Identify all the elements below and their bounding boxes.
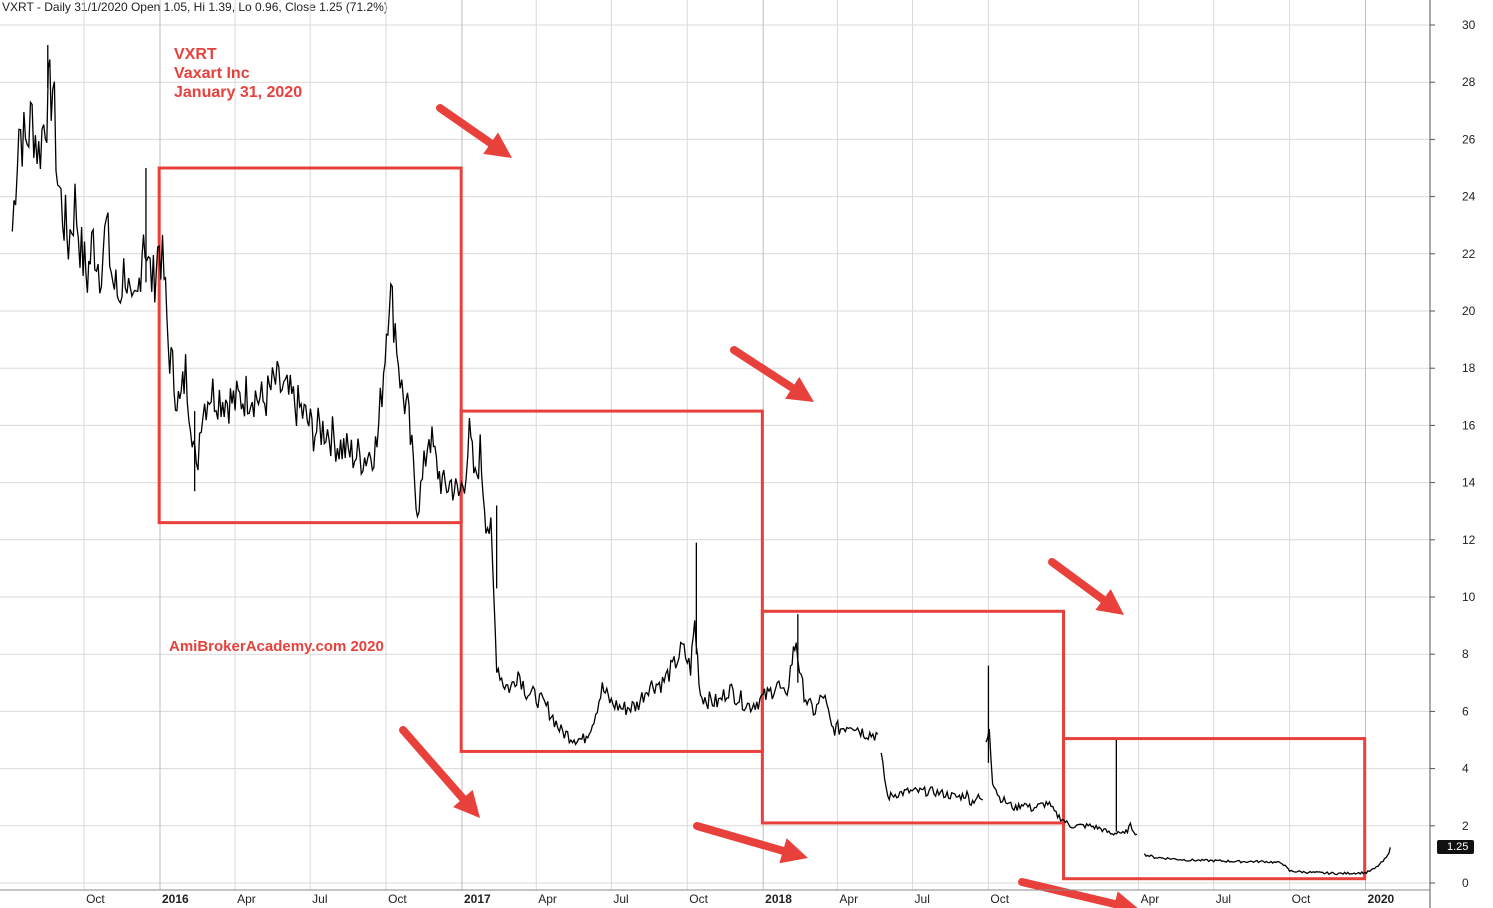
annotation-block: VXRT Vaxart Inc January 31, 2020 <box>174 45 302 102</box>
annotation-company: Vaxart Inc <box>174 65 250 82</box>
x-tick-label: Jul <box>312 892 327 906</box>
x-tick-label: Apr <box>538 892 557 906</box>
price-line <box>11 45 1391 876</box>
y-tick-label: 24 <box>1462 190 1476 204</box>
annotation-ticker: VXRT <box>174 46 217 63</box>
x-axis: Oct 2016 Apr Jul Oct 2017 Apr Jul Oct 2018 Apr Jul O… <box>0 889 1430 906</box>
trend-arrow-head <box>785 376 814 402</box>
trend-arrow <box>1018 878 1119 908</box>
y-tick-label: 10 <box>1462 590 1476 604</box>
x-tick-label: Oct <box>388 892 407 906</box>
price-series <box>985 728 1138 836</box>
trend-arrow <box>1048 558 1108 604</box>
trend-arrow-head <box>779 838 808 864</box>
x-tick-label: Jul <box>915 892 930 906</box>
chart-grid <box>0 0 1430 890</box>
x-tick-label: Oct <box>990 892 1009 906</box>
x-tick-label: 2020 <box>1368 892 1395 906</box>
y-tick-label: 20 <box>1462 304 1476 318</box>
y-tick-label: 0 <box>1462 876 1469 890</box>
trend-arrow-head <box>1095 589 1124 615</box>
trend-arrows <box>399 104 1138 908</box>
x-tick-label: Oct <box>86 892 105 906</box>
trend-arrow-head <box>1113 891 1138 908</box>
x-tick-label: Jul <box>1216 892 1231 906</box>
x-tick-label: Oct <box>1292 892 1311 906</box>
y-tick-label: 8 <box>1462 647 1469 661</box>
price-series <box>11 59 879 746</box>
trend-box <box>1062 737 1367 881</box>
x-tick-label: Jul <box>613 892 628 906</box>
trend-box <box>459 409 764 753</box>
y-tick-label: 4 <box>1462 762 1469 776</box>
y-tick-label: 18 <box>1462 361 1476 375</box>
y-tick-label: 12 <box>1462 533 1476 547</box>
trend-arrow-head <box>453 789 480 818</box>
price-series <box>1143 847 1391 876</box>
x-tick-label: Apr <box>839 892 858 906</box>
x-tick-label: 2016 <box>162 892 189 906</box>
y-tick-label: 28 <box>1462 75 1476 89</box>
y-tick-label: 30 <box>1462 18 1476 32</box>
trend-arrow <box>693 822 788 855</box>
y-tick-label: 14 <box>1462 476 1476 490</box>
y-tick-label: 26 <box>1462 132 1476 146</box>
trend-box <box>760 609 1066 825</box>
x-tick-label: 2017 <box>464 892 491 906</box>
x-tick-label: Apr <box>1141 892 1160 906</box>
watermark: AmiBrokerAcademy.com 2020 <box>169 638 384 655</box>
trend-arrow <box>436 104 495 148</box>
chart-header: VXRT - Daily 31/1/2020 Open 1.05, Hi 1.3… <box>2 0 388 14</box>
x-tick-label: 2018 <box>765 892 792 906</box>
last-price-badge: 1.25 <box>1437 840 1475 854</box>
trend-arrow <box>399 726 467 803</box>
price-series <box>880 752 984 807</box>
y-tick-label: 22 <box>1462 247 1476 261</box>
trend-arrow-head <box>483 132 512 158</box>
trend-box <box>157 166 463 525</box>
y-tick-label: 2 <box>1462 819 1469 833</box>
y-tick-label: 6 <box>1462 704 1469 718</box>
trend-boxes <box>157 166 1367 881</box>
trend-arrow <box>730 346 797 392</box>
y-tick-label: 16 <box>1462 418 1476 432</box>
x-tick-label: Apr <box>237 892 256 906</box>
x-tick-label: Oct <box>689 892 708 906</box>
annotation-date: January 31, 2020 <box>174 84 303 101</box>
